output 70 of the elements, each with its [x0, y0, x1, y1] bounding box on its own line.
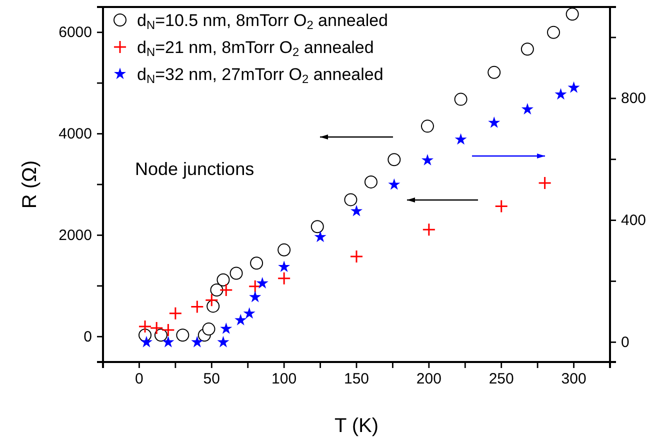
- x-tick-label: 100: [272, 370, 297, 388]
- point: [162, 336, 174, 348]
- point: [138, 320, 152, 334]
- point: [216, 273, 230, 286]
- point: [140, 336, 152, 348]
- point: [454, 92, 468, 106]
- point: [250, 256, 264, 270]
- point: [161, 323, 175, 337]
- point: [248, 280, 262, 294]
- point: [547, 26, 560, 39]
- point: [190, 300, 204, 314]
- point: [202, 322, 216, 336]
- point: [176, 328, 190, 342]
- point: [520, 42, 534, 56]
- point: [278, 243, 291, 256]
- point: [554, 88, 567, 100]
- point: [234, 314, 247, 326]
- point: [494, 200, 508, 214]
- point: [350, 250, 364, 264]
- point: [364, 175, 378, 188]
- point: [421, 154, 434, 166]
- x-tick-label: 200: [416, 370, 442, 388]
- point: [154, 328, 168, 342]
- x-tick-label: 0: [135, 370, 144, 388]
- point: [454, 133, 467, 145]
- y-tick-label: 0: [84, 328, 92, 346]
- x-axis-title: T (K): [334, 415, 379, 437]
- point: [230, 266, 243, 280]
- point: [256, 277, 268, 289]
- point: [150, 321, 164, 335]
- point: [217, 336, 230, 348]
- point: [521, 103, 534, 115]
- point: [350, 204, 363, 216]
- point: [422, 222, 436, 236]
- x-tick-label: 300: [561, 370, 586, 388]
- point: [488, 66, 501, 79]
- annotation: Node junctions: [135, 159, 254, 179]
- x-tick-label: 250: [488, 370, 514, 388]
- y-tick-label: 6000: [58, 24, 92, 42]
- y-tick-label: 4000: [58, 126, 92, 143]
- point: [278, 260, 290, 272]
- legend-label: d$_{N}$=10.5 nm, 8mTorr O$_{2}$ annealed: [137, 11, 388, 32]
- point: [344, 193, 358, 206]
- x-tick-label: 50: [203, 370, 220, 388]
- point: [314, 230, 326, 242]
- y-axis-title: R (Ω): [19, 160, 41, 209]
- point: [168, 306, 182, 320]
- point: [388, 153, 401, 166]
- point: [219, 283, 233, 297]
- y2-tick-label: 0: [621, 334, 630, 351]
- point: [243, 307, 256, 319]
- point: [388, 178, 400, 190]
- point: [204, 293, 218, 307]
- y2-tick-label: 400: [621, 212, 646, 230]
- point: [568, 81, 580, 93]
- point: [191, 336, 204, 348]
- point: [538, 176, 552, 190]
- y2-tick-label: 800: [621, 90, 646, 108]
- point: [210, 283, 224, 296]
- x-tick-label: 150: [344, 370, 370, 388]
- point: [310, 220, 324, 234]
- point: [249, 290, 262, 302]
- point: [220, 322, 232, 334]
- point: [488, 116, 500, 128]
- point: [420, 120, 434, 133]
- y-tick-label: 2000: [58, 227, 92, 244]
- legend-label: d$_{N}$=32 nm, 27mTorr O$_{2}$ annealed: [137, 65, 384, 86]
- point: [566, 8, 579, 21]
- legend-label: d$_{N}$=21 nm, 8mTorr O$_{2}$ annealed: [137, 38, 374, 59]
- point: [277, 272, 291, 286]
